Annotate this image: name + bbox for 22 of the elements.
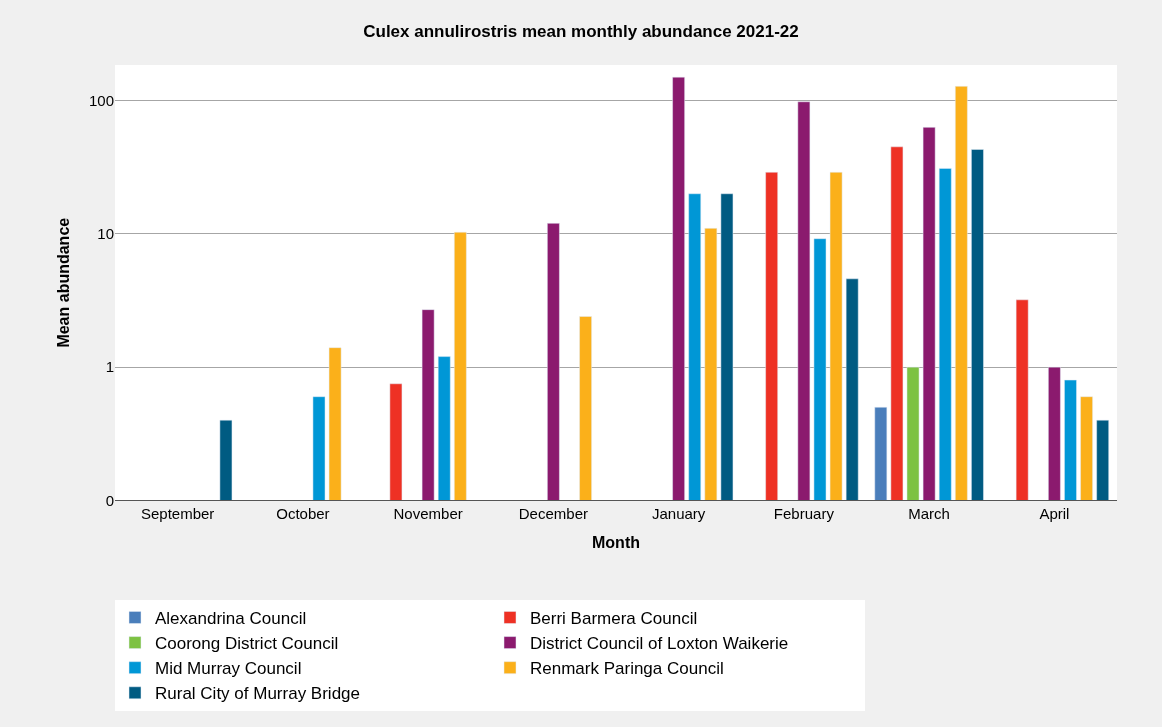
legend-label: Alexandrina Council — [155, 609, 307, 629]
legend-label: Rural City of Murray Bridge — [155, 684, 361, 704]
x-tick-label: December — [518, 505, 588, 523]
x-tick-label: September — [140, 505, 215, 523]
legend-label: Berri Barmera Council — [530, 609, 698, 629]
legend-label: Renmark Paringa Council — [530, 659, 724, 679]
y-tick-label: 1 — [105, 358, 114, 376]
y-tick-label: 10 — [97, 225, 114, 243]
x-tick-label: October — [276, 505, 330, 523]
x-axis-title: Month — [592, 534, 640, 552]
y-tick-label: 100 — [88, 91, 114, 109]
legend-label: District Council of Loxton Waikerie — [530, 634, 789, 654]
legend-label: Coorong District Council — [155, 634, 339, 654]
x-tick-label: March — [908, 505, 950, 523]
chart-title: Culex annulirostris mean monthly abundance 2021-22 — [363, 22, 799, 42]
x-tick-label: February — [773, 505, 835, 523]
y-tick-label: 0 — [105, 491, 114, 509]
x-tick-label: April — [1039, 505, 1070, 523]
x-tick-label: January — [651, 505, 706, 523]
x-tick-label: November — [393, 505, 463, 523]
y-axis-title: Mean abundance — [54, 217, 72, 348]
legend-label: Mid Murray Council — [155, 659, 302, 679]
